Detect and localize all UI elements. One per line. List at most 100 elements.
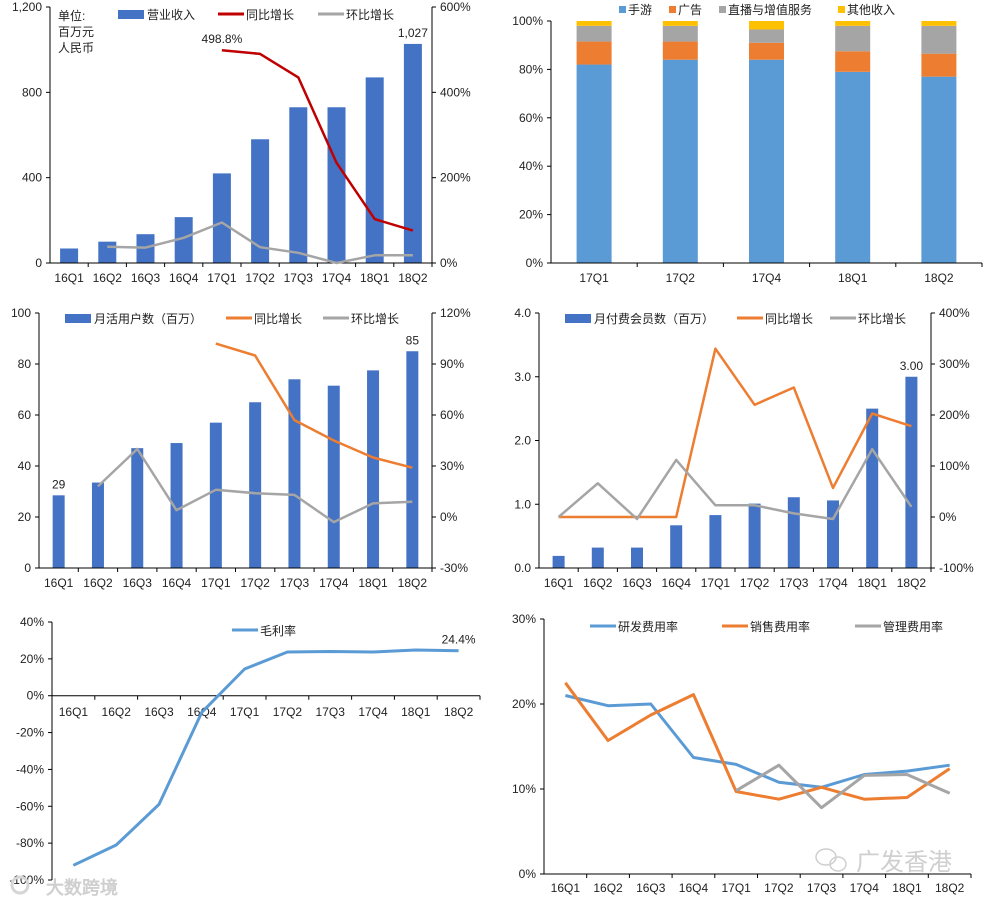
x-tick-label: 16Q3: [123, 576, 153, 590]
bar-16Q2: [98, 241, 117, 263]
x-tick-label: 16Q3: [144, 705, 174, 719]
line-series-2: [558, 347, 912, 519]
line-series-1: [72, 648, 459, 867]
x-tick-label: 17Q2: [666, 271, 696, 285]
legend-label: 其他收入: [847, 3, 895, 17]
y-tick-label-left: 30%: [512, 612, 536, 626]
stack-segment-4-18Q2: [921, 21, 957, 26]
y-tick-label-left: 2.0: [514, 434, 531, 448]
y-tick-label-left: 0%: [27, 689, 45, 703]
y-tick-label-left: 40: [18, 459, 32, 473]
chart-1: 0 400 800 1,200 0% 200% 400% 600% 16Q1 16Q2 16Q3 16…: [12, 0, 471, 285]
x-tick-label: 17Q4: [319, 576, 349, 590]
x-tick-label: 16Q4: [662, 576, 692, 590]
x-tick-label: 16Q2: [93, 271, 123, 285]
y-tick-label-left: 4.0: [514, 306, 531, 320]
legend-label: 月付费会员数（百万）: [594, 311, 714, 326]
wechat-icon: [815, 848, 837, 866]
legend-label: 环比增长: [858, 312, 906, 326]
x-tick-label: 17Q3: [280, 576, 310, 590]
bar-18Q1: [866, 408, 879, 568]
y-tick-label-left: 60: [18, 408, 32, 422]
stack-segment-4-17Q1: [576, 21, 612, 26]
watermark-text: 广发香港: [856, 849, 952, 876]
stack-segment-4-17Q2: [662, 21, 698, 26]
x-tick-label: 16Q2: [102, 705, 132, 719]
y-tick-label-left: 3.0: [514, 370, 531, 384]
bar-17Q4: [327, 107, 346, 264]
stack-segment-2-17Q2: [662, 41, 698, 60]
bar-17Q4: [327, 385, 340, 568]
line-series-3: [557, 447, 913, 521]
bar-17Q3: [288, 379, 301, 568]
y-tick-label-right: 100%: [939, 459, 970, 473]
x-tick-label: 17Q3: [284, 271, 314, 285]
bar-17Q2: [249, 402, 262, 568]
bar-16Q2: [91, 482, 104, 568]
y-tick-label-left: 80: [18, 357, 32, 371]
y-tick-label-left: 20%: [20, 652, 44, 666]
x-tick-label: 17Q4: [818, 576, 848, 590]
unit-label: 单位:: [58, 8, 85, 23]
y-tick-label-right: 60%: [440, 408, 464, 422]
legend-label: 同比增长: [254, 312, 302, 326]
x-tick-label: 17Q1: [230, 705, 260, 719]
y-tick-label-left: 0: [24, 561, 31, 575]
stack-segment-3-17Q4: [749, 29, 784, 43]
x-tick-label: 16Q1: [551, 881, 581, 895]
x-tick-label: 18Q1: [838, 271, 868, 285]
watermark-right: 广发香港: [815, 848, 952, 876]
y-tick-label-left: 20: [18, 510, 32, 524]
stack-segment-4-17Q4: [749, 21, 784, 30]
y-tick-label-left: 100%: [512, 14, 543, 28]
legend-label: 毛利率: [260, 623, 296, 638]
x-tick-label: 17Q1: [201, 576, 231, 590]
bar-18Q2: [403, 43, 422, 264]
bar-16Q3: [631, 547, 643, 568]
y-tick-label-right: 600%: [440, 0, 471, 14]
bar-16Q1: [60, 248, 79, 263]
legend-label: 直播与增值服务: [728, 2, 812, 17]
x-tick-label: 16Q3: [636, 881, 666, 895]
x-tick-label: 17Q1: [701, 576, 731, 590]
y-tick-label-right: -30%: [440, 561, 468, 575]
y-tick-label-left: 20%: [512, 697, 536, 711]
y-tick-label-left: 100: [11, 306, 31, 320]
stack-segment-1-17Q4: [749, 59, 784, 263]
y-tick-label-left: 20%: [519, 208, 543, 222]
x-tick-label: 18Q1: [358, 576, 388, 590]
data-label: 498.8%: [202, 32, 243, 46]
y-tick-label-left: -60%: [16, 799, 44, 813]
bar-16Q1: [552, 555, 565, 568]
y-tick-label-left: 40%: [519, 159, 543, 173]
watermark-text: 大数跨境: [46, 877, 118, 898]
watermark-logo-icon: [10, 875, 30, 895]
line-series-1: [565, 694, 950, 789]
x-tick-label: 18Q1: [892, 881, 922, 895]
y-tick-label-left: 80%: [519, 62, 543, 76]
bar-18Q1: [367, 370, 380, 568]
bar-17Q3: [787, 497, 800, 568]
y-tick-label-right: 0%: [939, 510, 957, 524]
x-tick-label: 18Q1: [858, 576, 888, 590]
x-tick-label: 16Q1: [44, 576, 74, 590]
x-tick-label: 18Q2: [924, 271, 954, 285]
chart-2: 0% 20% 40% 60% 80% 100% 17Q1 17Q2 17Q4 18Q1 18Q2 手游…: [512, 2, 983, 285]
bar-17Q1: [709, 515, 722, 568]
bar-16Q4: [174, 217, 193, 263]
x-tick-label: 16Q1: [54, 271, 84, 285]
x-tick-label: 17Q4: [752, 271, 782, 285]
y-tick-label-left: 800: [22, 85, 42, 99]
stack-segment-4-18Q1: [835, 21, 871, 26]
y-tick-label-right: 0%: [440, 256, 458, 270]
bar-16Q1: [52, 495, 65, 568]
x-tick-label: 17Q3: [316, 705, 346, 719]
legend-swatch: [719, 6, 726, 13]
legend-label: 销售费用率: [750, 619, 810, 634]
legend-swatch: [669, 6, 676, 13]
bar-16Q3: [131, 448, 144, 568]
x-tick-label: 16Q4: [169, 271, 199, 285]
y-tick-label-left: 1.0: [514, 497, 531, 511]
x-tick-label: 17Q2: [740, 576, 770, 590]
